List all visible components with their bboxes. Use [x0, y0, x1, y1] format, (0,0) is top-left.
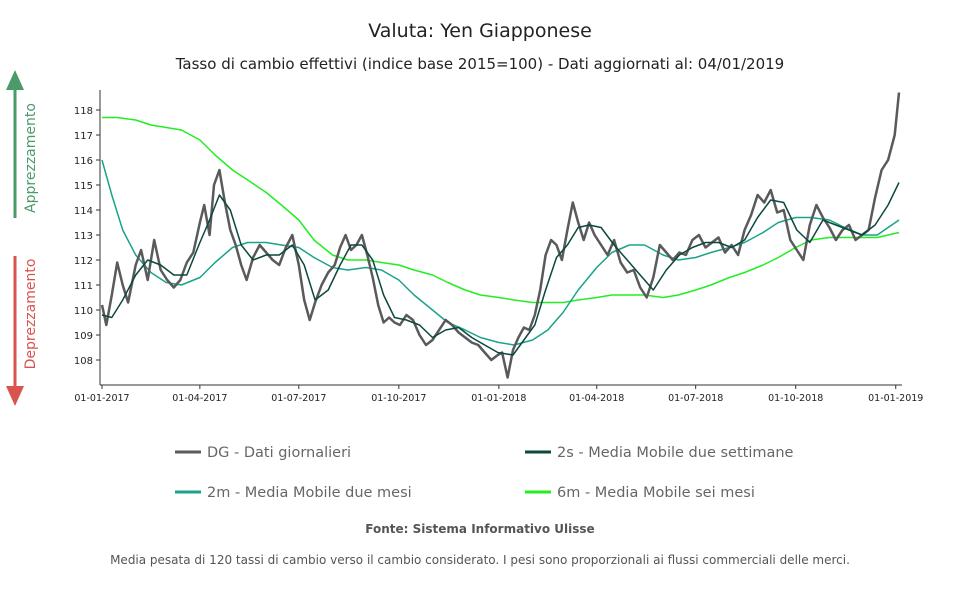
- y-tick-label: 112: [74, 256, 93, 267]
- y-tick-label: 111: [74, 281, 93, 292]
- series-line-daily: [100, 92, 901, 379]
- appreciation-label: Apprezzamento: [23, 103, 39, 213]
- up-arrow-icon: [6, 70, 24, 90]
- x-tick-label: 01-04-2018: [569, 393, 624, 404]
- y-tick-label: 108: [74, 356, 93, 367]
- series-line-two-weeks: [101, 182, 900, 356]
- y-tick-label: 109: [74, 331, 93, 342]
- legend-label: 2m - Media Mobile due mesi: [207, 485, 412, 501]
- legend-label: DG - Dati giornalieri: [207, 445, 351, 461]
- y-tick-label: 114: [74, 206, 93, 217]
- chart-title: Valuta: Yen Giapponese: [368, 20, 592, 42]
- source-note: Fonte: Sistema Informativo Ulisse: [365, 522, 595, 536]
- legend: DG - Dati giornalieri 2s - Media Mobile d…: [175, 445, 794, 501]
- series-line-six-months: [102, 116, 900, 304]
- x-tick-label: 01-10-2017: [371, 393, 426, 404]
- x-tick-label: 01-04-2017: [172, 393, 227, 404]
- y-tick-label: 110: [74, 306, 93, 317]
- chart-subtitle: Tasso di cambio effettivi (indice base 2…: [175, 55, 785, 73]
- y-tick-label: 116: [74, 156, 93, 167]
- y-tick-label: 113: [74, 231, 93, 242]
- series-line-two-months: [101, 159, 900, 346]
- methodology-note: Media pesata di 120 tassi di cambio vers…: [110, 553, 850, 567]
- x-tick-label: 01-07-2017: [271, 393, 326, 404]
- appreciation-indicator: Apprezzamento: [6, 70, 39, 218]
- x-tick-label: 01-01-2018: [471, 393, 526, 404]
- legend-label: 6m - Media Mobile sei mesi: [557, 485, 755, 501]
- depreciation-indicator: Deprezzamento: [6, 256, 39, 406]
- legend-label: 2s - Media Mobile due settimane: [557, 445, 794, 461]
- series-lines: [100, 92, 901, 379]
- x-tick-label: 01-07-2018: [668, 393, 723, 404]
- depreciation-label: Deprezzamento: [23, 259, 39, 370]
- x-ticks: 01-01-2017 01-04-2017 01-07-2017 01-10-2017…: [74, 385, 923, 404]
- y-tick-label: 115: [74, 181, 93, 192]
- x-tick-label: 01-01-2017: [74, 393, 129, 404]
- x-tick-label: 01-10-2018: [768, 393, 823, 404]
- y-ticks: 108 109 110 111 112 113 114 115 116 117 118: [74, 106, 100, 367]
- down-arrow-icon: [6, 386, 24, 406]
- y-tick-label: 118: [74, 106, 93, 117]
- y-tick-label: 117: [74, 131, 93, 142]
- x-tick-label: 01-01-2019: [868, 393, 923, 404]
